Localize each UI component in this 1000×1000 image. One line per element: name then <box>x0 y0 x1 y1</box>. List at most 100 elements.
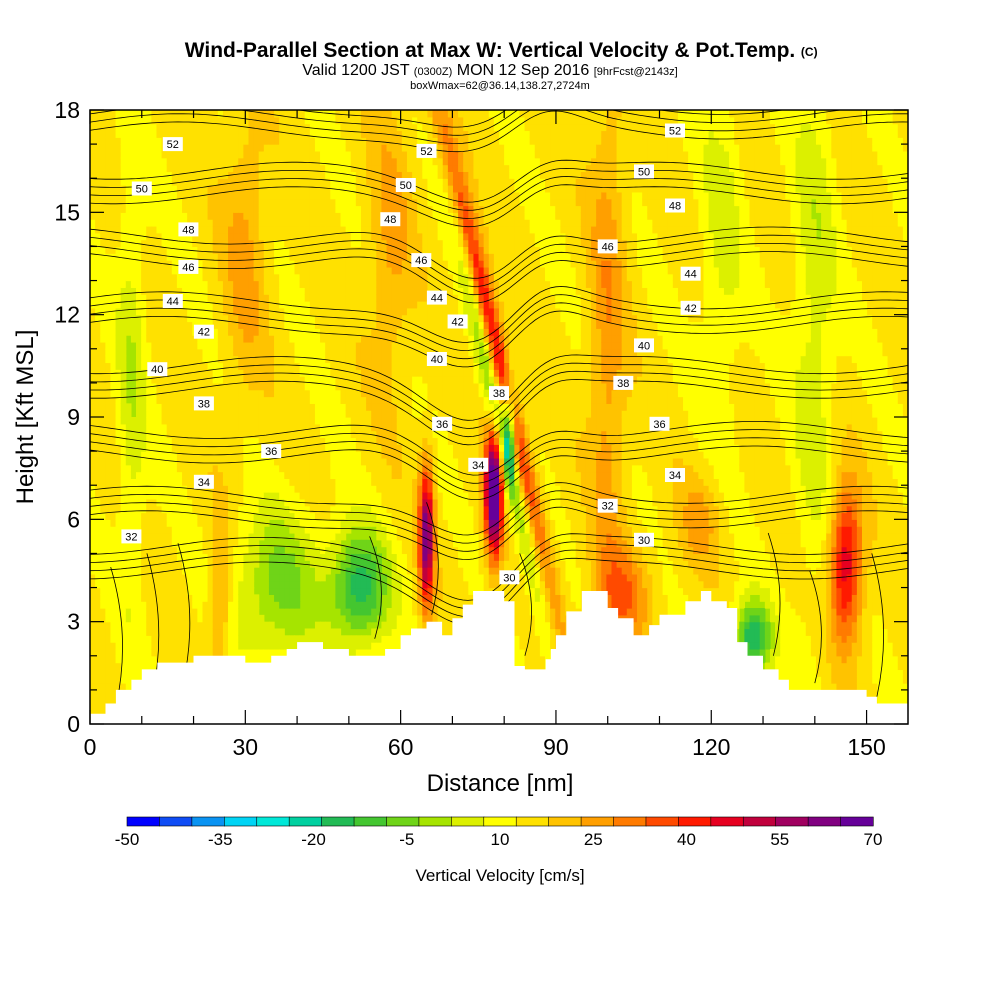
velocity-cell <box>110 355 117 364</box>
velocity-cell <box>263 307 270 316</box>
velocity-cell <box>95 335 101 343</box>
velocity-cell <box>207 294 214 302</box>
velocity-cell <box>263 130 270 138</box>
velocity-cell <box>268 178 275 186</box>
velocity-cell <box>182 621 188 630</box>
velocity-cell <box>197 157 204 166</box>
velocity-cell <box>120 464 127 473</box>
velocity-cell <box>202 273 209 282</box>
velocity-cell <box>345 144 352 152</box>
velocity-cell <box>228 205 234 213</box>
velocity-cell <box>197 573 204 582</box>
velocity-cell <box>90 273 96 282</box>
velocity-cell <box>366 519 372 527</box>
velocity-cell <box>360 178 367 186</box>
velocity-cell <box>243 464 250 473</box>
velocity-cell <box>314 205 321 213</box>
velocity-cell <box>110 382 117 391</box>
velocity-cell <box>207 123 214 132</box>
velocity-cell <box>289 110 296 118</box>
velocity-cell <box>258 144 265 152</box>
velocity-cell <box>263 191 270 200</box>
velocity-cell <box>105 628 112 636</box>
velocity-cell <box>207 485 214 493</box>
velocity-cell <box>355 232 362 241</box>
velocity-cell <box>228 403 234 411</box>
velocity-cell <box>284 601 290 609</box>
velocity-cell <box>350 396 357 404</box>
velocity-cell <box>141 451 147 459</box>
velocity-cell <box>330 198 336 207</box>
velocity-cell <box>115 676 122 684</box>
velocity-cell <box>182 355 188 364</box>
velocity-cell <box>314 457 321 466</box>
velocity-cell <box>125 157 132 166</box>
velocity-cell <box>146 410 152 418</box>
velocity-cell <box>258 185 265 193</box>
velocity-cell <box>335 260 342 268</box>
velocity-cell <box>146 457 152 466</box>
velocity-cell <box>253 369 260 377</box>
velocity-cell <box>233 219 239 227</box>
velocity-cell <box>120 123 127 132</box>
velocity-cell <box>151 648 158 657</box>
velocity-cell <box>161 116 168 125</box>
velocity-cell <box>136 123 142 132</box>
velocity-cell <box>176 444 183 452</box>
velocity-cell <box>115 403 122 411</box>
velocity-cell <box>330 348 336 357</box>
velocity-cell <box>233 150 239 159</box>
velocity-cell <box>243 260 250 268</box>
velocity-cell <box>217 471 224 479</box>
velocity-cell <box>105 225 112 234</box>
velocity-cell <box>136 519 142 527</box>
velocity-cell <box>161 253 168 261</box>
velocity-cell <box>176 116 183 125</box>
velocity-cell <box>161 280 168 288</box>
velocity-cell <box>243 321 250 329</box>
velocity-cell <box>314 301 321 309</box>
velocity-cell <box>197 430 204 439</box>
velocity-cell <box>284 403 290 411</box>
velocity-cell <box>279 185 285 193</box>
velocity-cell <box>197 116 204 125</box>
velocity-cell <box>279 225 285 234</box>
velocity-cell <box>212 376 219 384</box>
velocity-cell <box>115 246 122 254</box>
velocity-cell <box>136 457 142 466</box>
velocity-cell <box>90 307 96 316</box>
velocity-cell <box>248 266 255 275</box>
velocity-cell <box>166 519 173 527</box>
velocity-cell <box>95 205 101 213</box>
velocity-cell <box>156 417 163 425</box>
velocity-cell <box>371 294 377 302</box>
velocity-cell <box>130 294 137 302</box>
velocity-cell <box>330 457 336 466</box>
velocity-cell <box>161 185 168 193</box>
velocity-cell <box>156 396 163 404</box>
velocity-cell <box>258 164 265 172</box>
velocity-cell <box>360 239 367 248</box>
velocity-cell <box>151 567 158 575</box>
velocity-cell <box>90 648 96 657</box>
velocity-cell <box>95 232 101 241</box>
velocity-cell <box>187 348 193 357</box>
velocity-cell <box>258 130 265 138</box>
velocity-cell <box>110 205 117 213</box>
velocity-cell <box>325 519 331 527</box>
velocity-cell <box>120 492 127 500</box>
velocity-cell <box>279 212 285 220</box>
velocity-cell <box>330 301 336 309</box>
velocity-cell <box>120 389 127 398</box>
velocity-cell <box>279 130 285 138</box>
velocity-cell <box>171 567 178 575</box>
velocity-cell <box>156 273 163 282</box>
velocity-cell <box>258 417 265 425</box>
velocity-cell <box>115 601 122 609</box>
velocity-cell <box>314 478 321 486</box>
velocity-cell <box>202 580 209 589</box>
velocity-cell <box>299 280 306 288</box>
velocity-cell <box>366 232 372 241</box>
velocity-cell <box>325 471 331 479</box>
velocity-cell <box>381 526 388 534</box>
